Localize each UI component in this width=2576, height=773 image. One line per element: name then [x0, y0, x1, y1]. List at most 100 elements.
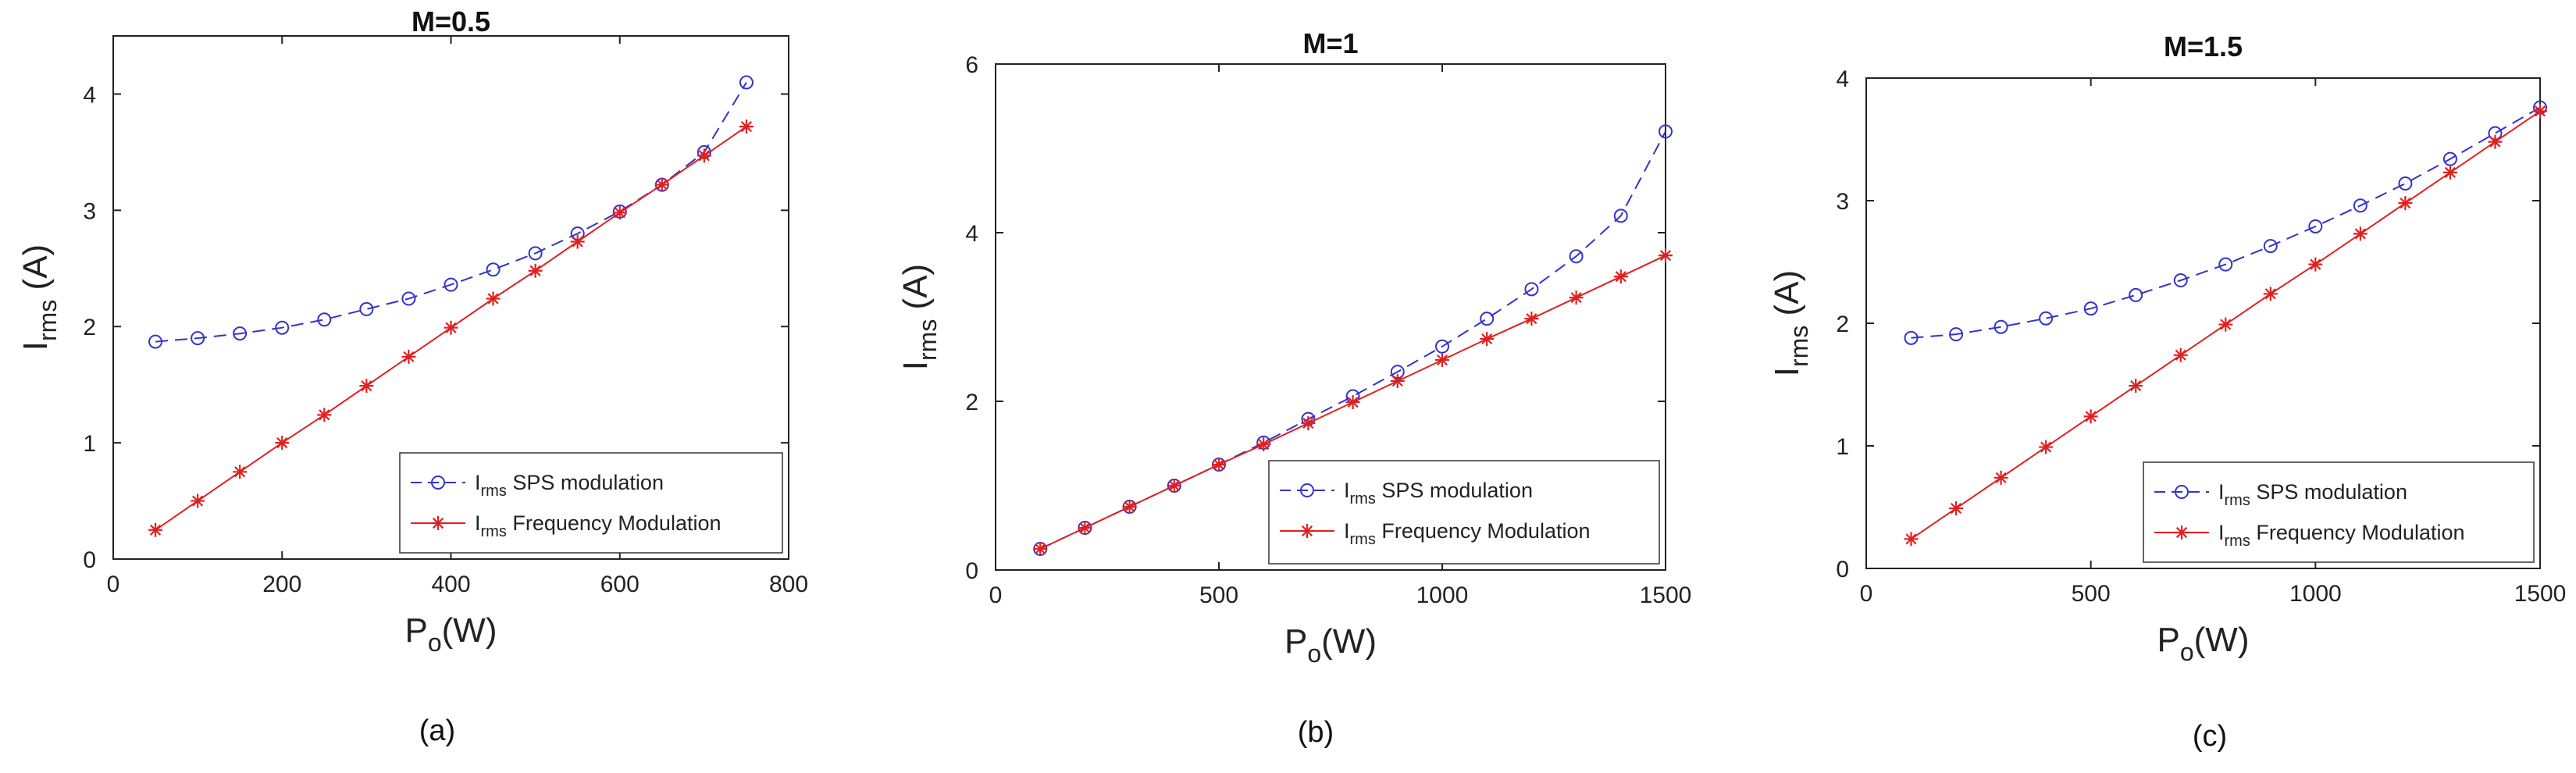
series-frequency-modulation: [148, 119, 754, 537]
x-axis-label-unit: (W): [442, 611, 497, 650]
data-point: [1613, 269, 1628, 284]
legend-label-main: I: [475, 471, 481, 494]
y-axis-label-sub: rms: [1785, 326, 1813, 367]
star-stroke: [1079, 522, 1091, 534]
y-axis-label-main: I: [896, 361, 935, 370]
legend-label: Irms SPS modulation: [2218, 480, 2407, 509]
data-point: [1569, 249, 1584, 264]
star-stroke: [1347, 397, 1359, 408]
data-point: [317, 312, 332, 327]
legend-label: Irms Frequency Modulation: [2218, 521, 2465, 550]
data-point: [148, 334, 163, 349]
series-frequency-modulation: [1904, 104, 2547, 547]
panel-caption: (a): [419, 714, 455, 747]
star-stroke: [2489, 136, 2501, 148]
y-axis-label: Irms (A): [16, 244, 62, 351]
data-point: [1167, 479, 1181, 493]
star-stroke: [656, 179, 668, 191]
y-tick-label: 2: [965, 390, 978, 415]
x-axis-label-sub: o: [428, 629, 442, 657]
y-tick-label: 2: [1836, 312, 1849, 337]
x-axis-label: Po(W): [2157, 621, 2250, 666]
data-point: [1904, 532, 1919, 547]
data-point: [654, 177, 669, 192]
star-stroke: [445, 322, 457, 333]
star-stroke: [2400, 198, 2411, 209]
legend-label-text: Frequency Modulation: [2250, 521, 2465, 544]
legend-label-main: I: [2218, 521, 2225, 544]
data-point: [1613, 208, 1628, 223]
data-point: [1569, 290, 1584, 305]
star-stroke: [1168, 479, 1180, 492]
chart-title: M=0.5: [412, 5, 490, 37]
data-point: [1435, 339, 1449, 354]
data-point: [1435, 353, 1449, 368]
star-stroke: [698, 150, 710, 162]
data-point: [2398, 196, 2413, 211]
data-point: [2263, 287, 2278, 301]
star-stroke: [1301, 525, 1313, 537]
legend-box: [1268, 460, 1660, 565]
y-axis-label-sub: rms: [914, 319, 942, 361]
y-tick-label: 6: [965, 52, 978, 78]
data-point: [2083, 301, 2098, 316]
legend-label-sub: rms: [481, 523, 507, 540]
x-axis-label: Po(W): [1284, 622, 1377, 668]
star-stroke: [1570, 292, 1582, 304]
x-axis-label-unit: (W): [1321, 622, 1377, 661]
star-stroke: [1258, 439, 1270, 451]
y-tick-label: 0: [83, 547, 96, 573]
data-point: [1301, 416, 1316, 431]
data-point: [570, 234, 585, 249]
star-stroke: [614, 207, 625, 219]
y-tick-label: 0: [1836, 557, 1849, 582]
star-stroke: [529, 265, 541, 276]
data-point: [2173, 347, 2188, 362]
y-tick-label: 3: [83, 198, 96, 224]
legend-label-main: I: [1344, 479, 1350, 502]
data-point: [2129, 379, 2143, 394]
chart-title: M=1.5: [2164, 30, 2243, 62]
data-point: [1390, 374, 1405, 389]
y-axis-label-unit: (A): [1768, 270, 1806, 326]
y-tick-label: 3: [1836, 189, 1849, 215]
y-tick-label: 1: [83, 431, 96, 457]
star-stroke: [361, 380, 372, 392]
star-stroke: [2354, 228, 2366, 240]
x-tick-label: 400: [431, 572, 470, 597]
data-point: [233, 465, 248, 479]
data-point: [1212, 458, 1226, 472]
data-point: [401, 291, 416, 306]
star-stroke: [487, 293, 499, 305]
star-stroke: [2130, 379, 2142, 392]
series-frequency-modulation: [1033, 248, 1673, 556]
star-stroke: [740, 121, 753, 133]
legend-label: Irms SPS modulation: [475, 471, 664, 500]
data-point: [1480, 332, 1495, 347]
chart-title: M=1: [1302, 27, 1358, 59]
series-line: [1039, 130, 1666, 550]
legend-label-text: SPS modulation: [507, 471, 664, 494]
data-point: [2308, 219, 2323, 233]
star-stroke: [2264, 288, 2276, 300]
star-stroke: [1659, 250, 1672, 262]
x-tick-label: 0: [107, 572, 120, 597]
series-line: [1911, 106, 2541, 339]
legend-label: Irms SPS modulation: [1344, 479, 1533, 508]
y-axis-label-unit: (A): [16, 244, 55, 300]
legend-label-text: Frequency Modulation: [507, 511, 721, 535]
data-point: [2039, 311, 2054, 326]
star-stroke: [2175, 349, 2186, 361]
star-stroke: [2310, 258, 2321, 270]
star-stroke: [1995, 472, 2007, 483]
data-point: [1524, 312, 1539, 326]
data-point: [2353, 226, 2368, 241]
star-stroke: [234, 466, 246, 478]
y-tick-label: 4: [83, 82, 96, 108]
star-stroke: [432, 517, 444, 529]
data-point: [2173, 273, 2188, 288]
star-stroke: [1035, 543, 1046, 555]
legend-label-sub: rms: [2225, 492, 2250, 509]
